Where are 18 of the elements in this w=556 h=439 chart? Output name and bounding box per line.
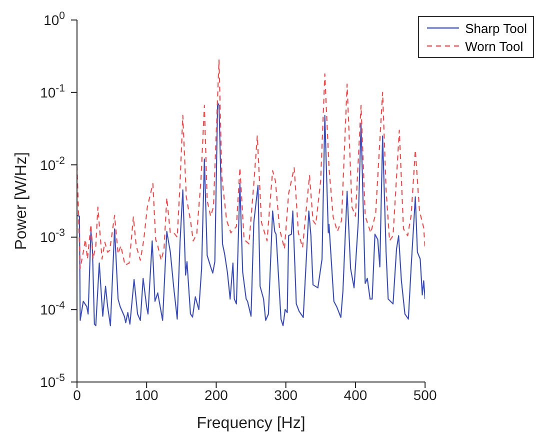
x-tick-label: 200	[204, 386, 228, 403]
x-tick-label: 500	[413, 386, 437, 403]
y-tick-label: 10$^{-3}$	[40, 227, 66, 246]
y-axis-title: Power [W/Hz]	[13, 152, 30, 250]
y-tick-label: 10$^{0}$	[44, 10, 66, 28]
legend-label: Worn Tool	[465, 38, 524, 54]
y-tick-label: 10$^{-4}$	[40, 300, 66, 318]
y-tick-label: 10$^{-5}$	[40, 372, 66, 390]
x-tick-label: 300	[274, 386, 298, 403]
x-axis-title: Frequency [Hz]	[196, 415, 306, 432]
x-tick-label: 100	[134, 386, 159, 403]
line-series	[77, 102, 426, 326]
x-tick-label: 0	[73, 386, 82, 403]
line-series	[77, 59, 426, 270]
legend-label: Sharp Tool	[465, 20, 527, 36]
y-tick-label: 10$^{-2}$	[40, 154, 66, 173]
y-tick-label: 10$^{-1}$	[40, 82, 66, 100]
x-tick-label: 400	[344, 386, 368, 403]
